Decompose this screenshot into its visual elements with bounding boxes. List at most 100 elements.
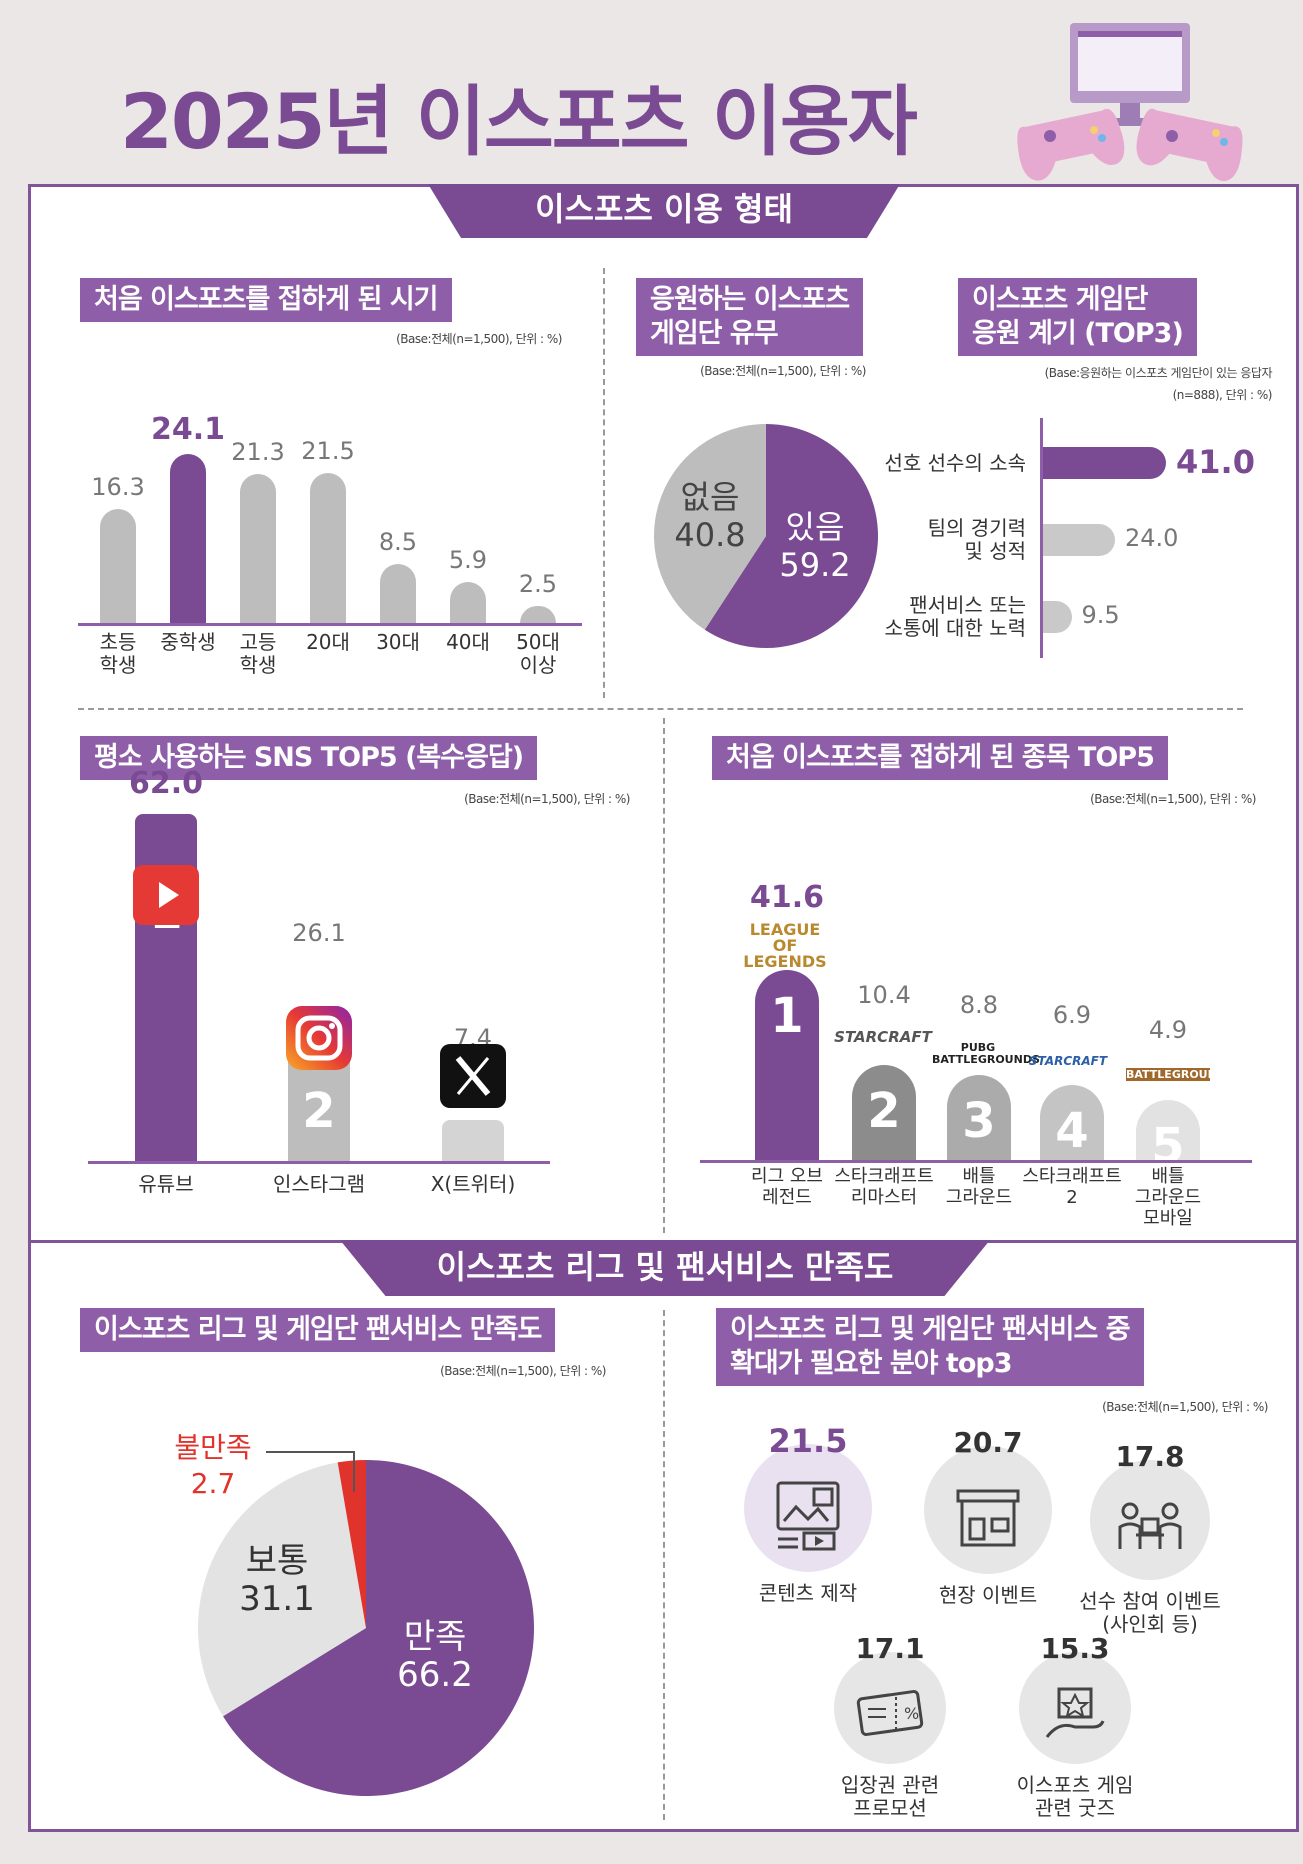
first-game-base: (Base:전체(n=1,500), 단위 : %) <box>1090 792 1256 806</box>
first-time-category: 20대 <box>306 630 350 654</box>
first-time-value: 21.3 <box>231 437 285 466</box>
first-game-rank: 5 <box>1151 1118 1185 1174</box>
expansion-value: 17.8 <box>1115 1440 1185 1473</box>
expansion-label: 현장 이벤트 <box>938 1583 1038 1607</box>
battlegrounds-logo: PUBG BATTLEGROUNDS <box>932 1041 1040 1066</box>
league-of-legends-logo: LEAGUE OF LEGENDS <box>743 920 827 971</box>
support-reason-title: 이스포츠 게임단 응원 계기 (TOP3) <box>958 278 1197 356</box>
support-yes-label: 있음 59.2 <box>779 508 851 584</box>
svg-text:%: % <box>904 1704 919 1723</box>
satisfied-label: 만족 66.2 <box>397 1617 473 1695</box>
expansion-circle <box>924 1446 1052 1574</box>
sns-title: 평소 사용하는 SNS TOP5 (복수응답) <box>80 736 538 780</box>
first-game-title: 처음 이스포츠를 접하게 된 종목 TOP5 <box>712 736 1168 780</box>
support-reason-value: 9.5 <box>1081 601 1120 629</box>
divider <box>663 718 665 1233</box>
first-time-base: (Base:전체(n=1,500), 단위 : %) <box>396 332 562 346</box>
first-time-category: 초등 학생 <box>99 630 137 677</box>
ticket-icon: % <box>856 1690 924 1736</box>
first-time-bar <box>450 581 486 623</box>
first-time-bar <box>310 472 346 623</box>
sns-rank: 2 <box>302 1082 336 1139</box>
first-game-value: 8.8 <box>959 991 999 1019</box>
first-game-rank: 2 <box>867 1083 901 1139</box>
first-game-bar <box>1136 1100 1200 1160</box>
support-reason-bar <box>1043 601 1072 633</box>
first-time-bar <box>520 605 556 623</box>
first-game-bar <box>755 970 819 1160</box>
first-time-value: 2.5 <box>518 569 558 598</box>
section-banner-usage: 이스포츠 이용 형태 <box>428 184 900 238</box>
divider <box>603 268 605 698</box>
satisfaction-base: (Base:전체(n=1,500), 단위 : %) <box>440 1364 606 1378</box>
page-title: 2025년 이스포츠 이용자 <box>120 77 918 166</box>
support-reason-bar <box>1043 447 1166 479</box>
sns-category: 유튜브 <box>138 1172 194 1196</box>
fan-meeting-icon <box>1118 1502 1182 1549</box>
first-game-bar <box>1040 1085 1104 1160</box>
first-game-bar <box>852 1065 916 1160</box>
expansion-value: 17.1 <box>855 1632 925 1665</box>
first-time-value: 21.5 <box>301 436 355 465</box>
expansion-value: 15.3 <box>1040 1632 1110 1665</box>
support-no-label: 없음 40.8 <box>674 478 746 554</box>
first-game-category: 배틀 그라운드 <box>945 1166 1013 1208</box>
support-team-slice <box>653 424 766 630</box>
pubg-mobile-logo: BATTLEGROUNDS <box>1126 1068 1234 1081</box>
satisfaction-title: 이스포츠 리그 및 게임단 팬서비스 만족도 <box>80 1308 556 1352</box>
divider <box>78 708 1243 710</box>
sns-category: 인스타그램 <box>273 1172 365 1196</box>
first-time-bar <box>380 563 416 623</box>
support-reason-label: 팀의 경기력 및 성적 <box>927 516 1026 563</box>
sns-rank: 3 <box>456 1187 490 1244</box>
gaming-monitor-controllers-icon <box>1017 23 1243 182</box>
sns-value: 26.1 <box>292 918 346 947</box>
expansion-label: 이스포츠 게임 관련 굿즈 <box>1016 1773 1134 1820</box>
first-time-category: 30대 <box>376 630 420 654</box>
sns-bar <box>442 1119 504 1161</box>
instagram-icon <box>286 1006 352 1070</box>
first-game-category: 스타크래프트 리마스터 <box>834 1166 934 1208</box>
first-game-rank: 3 <box>962 1093 996 1149</box>
support-reason-label: 선호 선수의 소속 <box>884 450 1026 475</box>
section-banner-satisfaction: 이스포츠 리그 및 팬서비스 만족도 <box>340 1240 990 1296</box>
first-time-value: 24.1 <box>150 412 226 448</box>
first-game-rank: 4 <box>1055 1103 1089 1159</box>
expansion-circle <box>1019 1652 1131 1764</box>
satisfaction-slice <box>337 1460 366 1628</box>
expansion-title: 이스포츠 리그 및 게임단 팬서비스 중 확대가 필요한 분야 top3 <box>716 1308 1144 1386</box>
expansion-circle <box>834 1652 946 1764</box>
first-time-axis <box>78 623 582 626</box>
youtube-icon <box>133 865 199 925</box>
first-time-category: 40대 <box>446 630 490 654</box>
sns-base: (Base:전체(n=1,500), 단위 : %) <box>464 792 630 806</box>
first-time-category: 고등 학생 <box>239 630 277 677</box>
expansion-label: 입장권 관련 프로모션 <box>840 1773 940 1820</box>
divider <box>663 1310 665 1820</box>
support-team-slice <box>704 424 878 648</box>
expansion-label: 선수 참여 이벤트 (사인회 등) <box>1079 1589 1221 1636</box>
first-time-category: 중학생 <box>160 630 216 654</box>
support-team-pie <box>653 424 878 648</box>
goods-box-icon <box>1045 1687 1105 1738</box>
first-time-title: 처음 이스포츠를 접하게 된 시기 <box>80 278 452 322</box>
first-game-value: 41.6 <box>749 880 825 915</box>
sns-axis <box>88 1161 550 1164</box>
first-game-category: 스타크래프트2 <box>1022 1166 1122 1208</box>
first-game-category: 리그 오브 레전드 <box>751 1166 823 1208</box>
expansion-value: 20.7 <box>953 1426 1023 1459</box>
support-team-base: (Base:전체(n=1,500), 단위 : %) <box>700 364 866 378</box>
satisfaction-pie <box>197 1460 534 1796</box>
normal-label: 보통 31.1 <box>239 1541 315 1619</box>
first-game-category: 배틀 그라운드 모바일 <box>1134 1166 1202 1229</box>
first-time-category: 50대 이상 <box>516 630 560 677</box>
expansion-circle <box>744 1444 872 1572</box>
first-time-bar <box>100 508 136 623</box>
starcraft2-logo: STARCRAFT <box>1028 1054 1108 1068</box>
first-game-bar <box>947 1075 1011 1160</box>
first-time-bar <box>170 454 206 623</box>
support-reason-label: 팬서비스 또는 소통에 대한 노력 <box>884 593 1026 640</box>
expansion-label: 콘텐츠 제작 <box>758 1581 858 1605</box>
support-reason-base: (Base:응원하는 이스포츠 게임단이 있는 응답자 (n=888), 단위 … <box>1044 366 1273 402</box>
sns-value: 62.0 <box>128 765 204 801</box>
